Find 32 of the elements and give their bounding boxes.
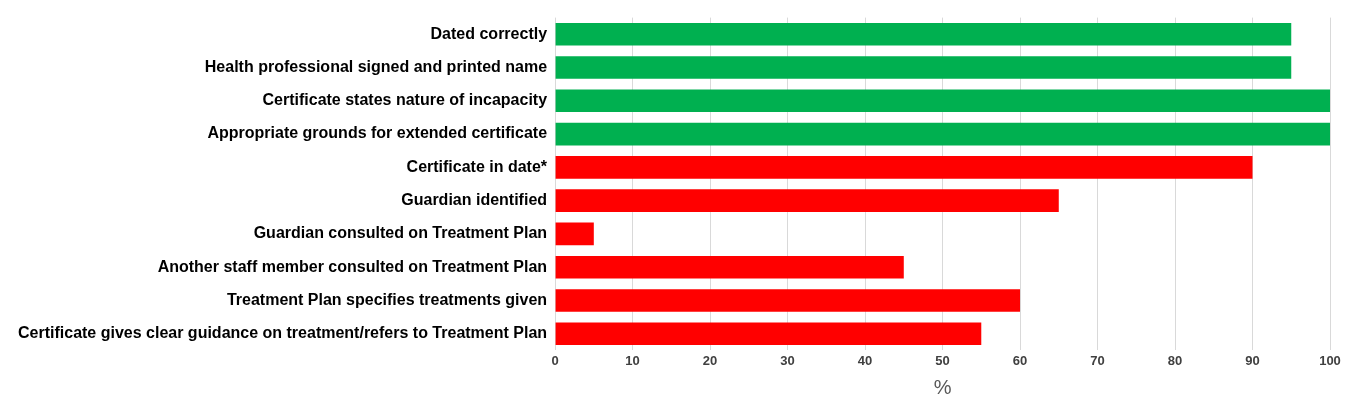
bar (555, 156, 1253, 179)
x-tick-label: 80 (1167, 352, 1183, 368)
y-tick-label: Guardian identified (401, 191, 548, 209)
y-tick-label: Guardian consulted on Treatment Plan (253, 224, 548, 242)
y-tick-label: Certificate states nature of incapacity (262, 91, 548, 109)
bar (555, 322, 982, 346)
bar (555, 122, 1330, 146)
x-tick-label: 70 (1090, 352, 1105, 368)
x-tick-label: 10 (625, 352, 640, 368)
y-tick-label: Certificate in date* (406, 157, 548, 175)
x-tick-label: 20 (702, 352, 718, 368)
x-tick-label: 30 (780, 352, 795, 368)
y-tick-label: Dated correctly (430, 24, 548, 42)
x-axis-title: % (933, 375, 952, 398)
y-tick-label: Treatment Plan specifies treatments given (226, 290, 548, 308)
y-tick-label: Certificate gives clear guidance on treatment/refers to Treatment Plan (18, 324, 548, 342)
x-tick-label: 100 (1319, 352, 1341, 368)
x-tick-label: 90 (1245, 352, 1260, 368)
x-tick-label: 0 (551, 352, 559, 368)
bar (555, 56, 1292, 79)
x-tick-label: 40 (857, 352, 873, 368)
x-tick-label: 60 (1012, 352, 1028, 368)
bar (555, 89, 1330, 113)
y-tick-label: Appropriate grounds for extended certificate (207, 124, 548, 142)
y-tick-label: Health professional signed and printed name (204, 57, 548, 75)
bar (555, 22, 1292, 46)
bar (555, 255, 904, 279)
bar (555, 289, 1021, 312)
x-tick-label: 50 (935, 352, 950, 368)
bar (555, 222, 594, 246)
bar (555, 189, 1059, 212)
y-tick-label: Another staff member consulted on Treatment Plan (157, 257, 548, 275)
